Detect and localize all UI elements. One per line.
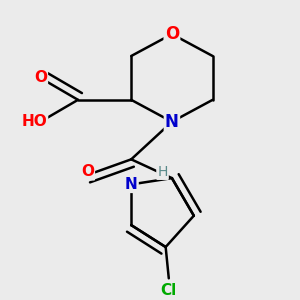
Text: H: H: [157, 165, 168, 179]
Text: N: N: [125, 177, 138, 192]
Text: Cl: Cl: [161, 284, 177, 298]
Text: O: O: [165, 25, 179, 43]
Text: O: O: [34, 70, 47, 86]
Text: O: O: [81, 164, 94, 179]
Text: N: N: [165, 113, 179, 131]
Text: HO: HO: [21, 114, 47, 129]
